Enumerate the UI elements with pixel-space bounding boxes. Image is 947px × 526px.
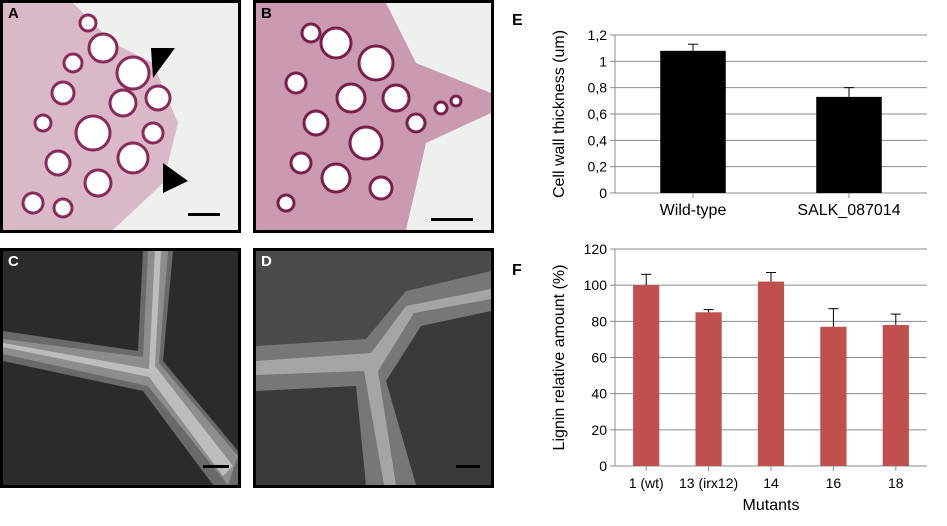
- panel-d-image: [256, 251, 491, 485]
- panel-b-micrograph: B: [253, 0, 494, 233]
- chart-e-thickness: 0 0,2 0,4 0,6 0,8 1 1,2 Wild-type SALK_087014 Cel…: [551, 27, 927, 219]
- x-tick-label: SALK_087014: [797, 202, 900, 219]
- x-tick-label: 1 (wt): [629, 475, 664, 491]
- y-tick-label: 0: [599, 185, 607, 201]
- y-tick-label: 60: [591, 350, 607, 366]
- x-tick-label: 16: [826, 475, 842, 491]
- panel-d-label: D: [261, 253, 272, 270]
- panel-c-micrograph: C: [0, 248, 241, 488]
- bar: [882, 324, 909, 466]
- panel-e-label: E: [512, 12, 523, 29]
- y-tick-label: 0: [599, 458, 607, 474]
- panel-b-label: B: [261, 5, 272, 22]
- x-tick-label: Wild-type: [660, 202, 727, 219]
- x-tick-label: 18: [888, 475, 904, 491]
- panel-a-label: A: [8, 5, 19, 22]
- chart-f-lignin: 0 20 40 60 80 100 120 1 (wt) 13 (irx12) 14 16 18 Lig…: [551, 241, 927, 514]
- y-tick-label: 1: [599, 53, 607, 69]
- bar: [816, 96, 882, 193]
- panel-b-image: [256, 3, 491, 230]
- x-tick-label: 14: [763, 475, 779, 491]
- x-axis-label: Mutants: [743, 497, 800, 514]
- y-tick-label: 1,2: [588, 27, 608, 43]
- x-tick-label: 13 (irx12): [679, 475, 738, 491]
- y-tick-label: 120: [584, 241, 608, 257]
- bar: [633, 285, 660, 466]
- bar: [757, 281, 785, 466]
- y-tick-label: 0,2: [588, 159, 608, 175]
- y-axis-label: Cell wall thickness (um): [551, 30, 568, 198]
- bar: [660, 50, 726, 193]
- y-tick-label: 40: [591, 386, 607, 402]
- panel-c-label: C: [8, 253, 19, 270]
- y-tick-label: 0,4: [588, 132, 608, 148]
- y-tick-label: 20: [591, 422, 607, 438]
- bar: [820, 326, 847, 466]
- panel-a-micrograph: A: [0, 0, 241, 233]
- y-tick-label: 0,8: [588, 80, 608, 96]
- y-axis-label: Lignin relative amount (%): [551, 265, 568, 451]
- bar: [695, 312, 722, 466]
- panel-f-label: F: [512, 262, 522, 279]
- y-tick-label: 80: [591, 313, 607, 329]
- y-tick-label: 0,6: [588, 106, 608, 122]
- panel-d-micrograph: D: [253, 248, 494, 488]
- panel-a-image: [3, 3, 238, 230]
- y-tick-label: 100: [584, 277, 608, 293]
- panel-c-image: [3, 251, 238, 485]
